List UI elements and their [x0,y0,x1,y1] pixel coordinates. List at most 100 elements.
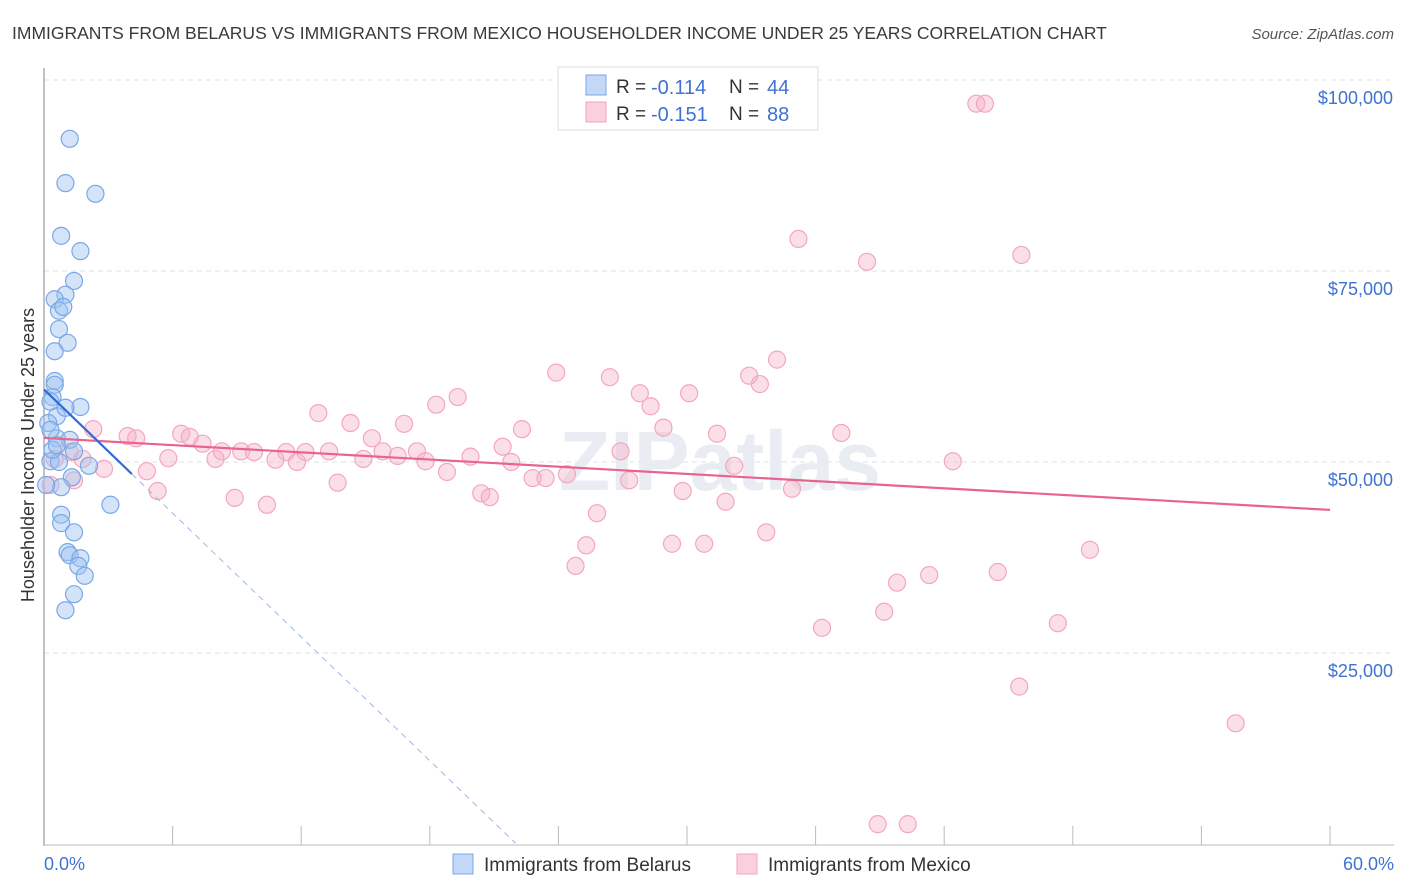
mexico-point [782,479,802,498]
mexico-point [875,602,894,621]
mexico-point [812,618,832,637]
mexico-point [673,481,692,501]
mexico-point [354,449,373,469]
mexico-point [662,534,682,553]
mexico-n-value: 88 [767,104,789,126]
belarus-point [41,420,60,440]
mexico-n-label: N = [729,104,759,125]
belarus-r-value: -0.114 [651,77,706,99]
mexico-trend-line [43,436,1331,512]
mexico-point [566,556,585,576]
mexico-point [394,414,414,433]
mexico-point [868,815,887,834]
series-legend: Immigrants from Belarus Immigrants from … [452,853,971,876]
mexico-point [750,374,769,394]
belarus-trend-extension [131,473,516,844]
legend-belarus-swatch [452,853,474,875]
mexico-point [898,815,917,834]
mexico-point [480,488,499,507]
mexico-point [630,384,649,403]
belarus-point [37,475,56,495]
mexico-point [94,459,114,478]
mexico-point [341,413,360,433]
mexico-point [193,434,212,453]
mexico-point [1226,714,1245,733]
belarus-point [39,413,58,433]
mexico-point [427,395,446,414]
mexico-point [502,452,521,472]
belarus-point [56,398,75,417]
belarus-point [45,342,64,361]
legend-mexico-swatch [736,853,758,875]
mexico-point [137,462,156,481]
belarus-point [64,585,84,604]
belarus-point [64,523,84,542]
x-ticks [172,826,1331,845]
mexico-point [600,368,619,387]
mexico-point [437,462,457,482]
trend-lines [43,388,1331,844]
mexico-point [1012,245,1031,265]
mexico-point [680,384,699,403]
mexico-point [1048,614,1067,633]
belarus-point [56,174,75,193]
mexico-point [448,387,467,407]
belarus-point [52,478,71,497]
mexico-point [388,446,407,465]
y-tick-label: $75,000 [1328,279,1393,299]
belarus-swatch [585,74,607,96]
mexico-point [716,492,735,511]
mexico-point [159,449,178,468]
belarus-point [52,514,71,533]
belarus-point [47,436,66,455]
mexico-point [328,473,347,492]
belarus-point [56,601,75,620]
mexico-point [472,484,491,503]
mexico-point [707,424,727,443]
y-tick-label: $100,000 [1318,88,1393,108]
mexico-point [266,450,285,469]
legend-mexico-label: Immigrants from Mexico [768,855,971,876]
x-tick-label-min: 0.0% [44,854,85,874]
mexico-point [287,452,307,472]
mexico-point [523,468,542,488]
mexico-point [84,420,103,439]
mexico-point [493,437,512,456]
belarus-n-value: 44 [767,77,789,99]
belarus-point [71,397,90,417]
mexico-point [757,523,776,542]
x-tick-label-max: 60.0% [1343,854,1394,874]
mexico-point [309,404,328,423]
stats-legend: R = -0.114 N = 44 R = -0.151 N = 88 [557,66,819,131]
mexico-r-value: -0.151 [651,104,708,126]
y-ticks: $100,000 $75,000 $50,000 $25,000 [1318,88,1393,681]
mexico-point [232,442,251,461]
mexico-point [547,363,566,382]
mexico-point [832,423,851,443]
mexico-point [244,442,264,462]
mexico-point [512,420,532,439]
belarus-trend-line [43,388,133,475]
mexico-point [257,495,277,514]
belarus-point [69,556,88,576]
mexico-point [975,94,995,113]
mexico-point [789,229,808,249]
gridlines [44,79,1394,654]
belarus-point [54,297,73,317]
mexico-point [587,504,607,523]
belarus-r-label: R = [616,77,646,98]
belarus-point [58,333,77,352]
belarus-point [64,442,84,461]
mexico-point [620,471,639,490]
y-axis-label: Householder Income Under 25 years [18,308,38,602]
belarus-point [45,371,64,391]
watermark: ZIPatlas [559,414,881,508]
belarus-point [49,319,69,339]
mexico-point [887,573,907,592]
mexico-point [41,475,60,495]
mexico-point [1010,677,1029,696]
mexico-point [920,565,939,585]
mexico-r-label: R = [616,104,646,125]
mexico-point [654,418,673,437]
